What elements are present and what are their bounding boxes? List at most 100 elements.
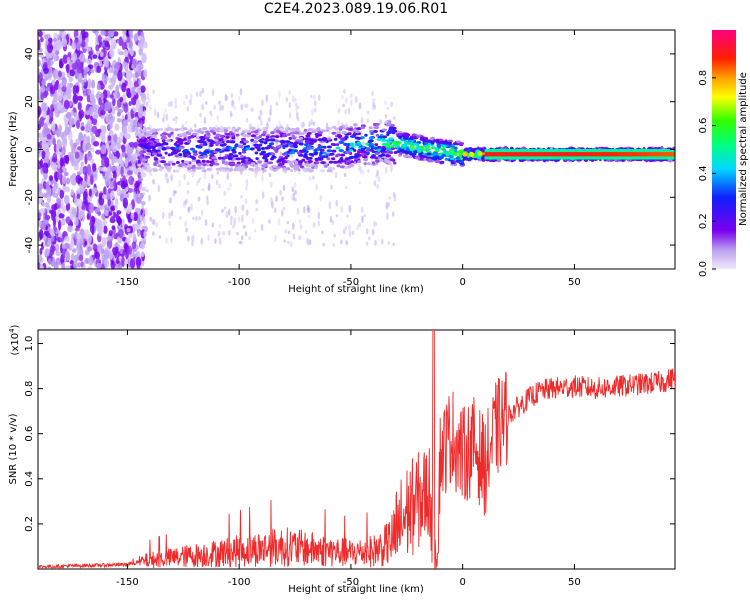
heatmap-cell: [265, 133, 271, 137]
heatmap-cell: [431, 146, 437, 150]
heatmap-cell: [86, 196, 92, 203]
heatmap-cell: [170, 174, 173, 182]
heatmap-cell: [255, 207, 258, 212]
heatmap-cell: [86, 213, 90, 220]
heatmap-cell: [223, 129, 229, 133]
heatmap-cell: [41, 201, 46, 207]
heatmap-cell: [65, 177, 71, 185]
heatmap-cell: [104, 171, 110, 178]
heatmap-cell: [411, 133, 416, 137]
heatmap-cell: [405, 146, 410, 150]
heatmap-cell: [209, 129, 215, 133]
heatmap-cell: [61, 262, 66, 269]
heatmap-cell: [309, 94, 313, 98]
heatmap-cell: [287, 230, 291, 235]
heatmap-cell: [166, 139, 172, 143]
heatmap-cell: [76, 233, 82, 240]
heatmap-cell: [362, 155, 368, 159]
heatmap-cell: [219, 137, 224, 141]
heatmap-cell: [214, 139, 219, 143]
heatmap-cell: [464, 156, 468, 161]
heatmap-cell: [72, 142, 78, 148]
heatmap-cell: [230, 215, 233, 221]
heatmap-cell: [97, 211, 102, 217]
heatmap-cell: [216, 115, 219, 121]
heatmap-ridge: [595, 152, 598, 157]
heatmap-cell: [160, 133, 165, 137]
heatmap-cell: [157, 184, 161, 193]
heatmap-cell: [223, 206, 227, 210]
heatmap-cell: [214, 148, 221, 152]
heatmap-cell: [78, 132, 84, 142]
heatmap-cell: [305, 156, 311, 160]
heatmap-cell: [38, 254, 43, 263]
heatmap-cell: [253, 130, 259, 134]
snr-scale-suffix: ): [10, 324, 21, 328]
heatmap-cell: [140, 31, 145, 38]
heatmap-cell: [344, 185, 348, 190]
heatmap-cell: [454, 146, 458, 150]
heatmap-cell: [299, 136, 304, 140]
heatmap-cell: [232, 154, 239, 158]
heatmap-cell: [183, 173, 186, 181]
heatmap-ridge: [493, 152, 496, 157]
heatmap-cell: [200, 130, 205, 134]
heatmap-cell: [221, 104, 224, 111]
heatmap-cell: [45, 87, 51, 92]
heatmap-cell: [343, 173, 347, 178]
heatmap-cell: [342, 228, 346, 235]
heatmap-cell: [312, 175, 315, 180]
heatmap-cell: [259, 109, 263, 116]
heatmap-ridge: [570, 152, 573, 157]
heatmap-cell: [379, 119, 382, 125]
heatmap-cell: [216, 170, 220, 175]
heatmap-cell: [69, 139, 74, 147]
heatmap-cell: [371, 161, 375, 165]
heatmap-ridge: [548, 152, 551, 157]
heatmap-ridge: [606, 152, 609, 157]
heatmap-cell: [103, 209, 109, 217]
heatmap-cell: [344, 109, 347, 115]
top-y-tick-label: 20: [24, 95, 35, 108]
heatmap-cell: [127, 170, 133, 176]
spectrogram-panel: -150 -100 -50 0 50 -40 -20 0 20 40 Height of stra…: [8, 29, 676, 295]
heatmap-ridge: [561, 152, 564, 157]
heatmap-cell: [138, 105, 143, 115]
heatmap-cell: [64, 235, 71, 242]
heatmap-cell: [138, 151, 143, 155]
heatmap-cell: [347, 127, 354, 131]
heatmap-cell: [404, 150, 411, 154]
heatmap-cell: [354, 154, 359, 158]
heatmap-cell: [326, 157, 331, 161]
heatmap-cell: [375, 133, 380, 137]
heatmap-cell: [92, 104, 97, 113]
heatmap-cell: [191, 159, 197, 163]
heatmap-cell: [123, 192, 130, 199]
heatmap-cell: [251, 217, 255, 224]
heatmap-cell: [189, 99, 192, 106]
heatmap-cell: [83, 75, 87, 83]
heatmap-ridge: [581, 152, 584, 157]
heatmap-cell: [262, 154, 267, 158]
heatmap-cell: [177, 138, 181, 142]
heatmap-cell: [398, 136, 402, 140]
heatmap-cell: [477, 150, 483, 156]
heatmap-ridge: [634, 152, 637, 157]
heatmap-cell: [229, 182, 232, 188]
heatmap-cell: [57, 89, 63, 101]
heatmap-cell: [458, 153, 463, 157]
heatmap-cell: [218, 224, 222, 228]
heatmap-cell: [282, 184, 286, 192]
heatmap-cell: [257, 124, 260, 130]
heatmap-cell: [458, 142, 465, 146]
heatmap-cell: [304, 143, 308, 147]
heatmap-cell: [157, 143, 164, 147]
heatmap-cell: [192, 216, 195, 221]
heatmap-cell: [274, 234, 277, 243]
heatmap-cell: [171, 162, 176, 166]
heatmap-cell: [59, 189, 65, 199]
heatmap-cell: [217, 156, 223, 160]
heatmap-cell: [335, 143, 340, 147]
heatmap-cell: [92, 163, 97, 173]
heatmap-cell: [298, 218, 302, 224]
